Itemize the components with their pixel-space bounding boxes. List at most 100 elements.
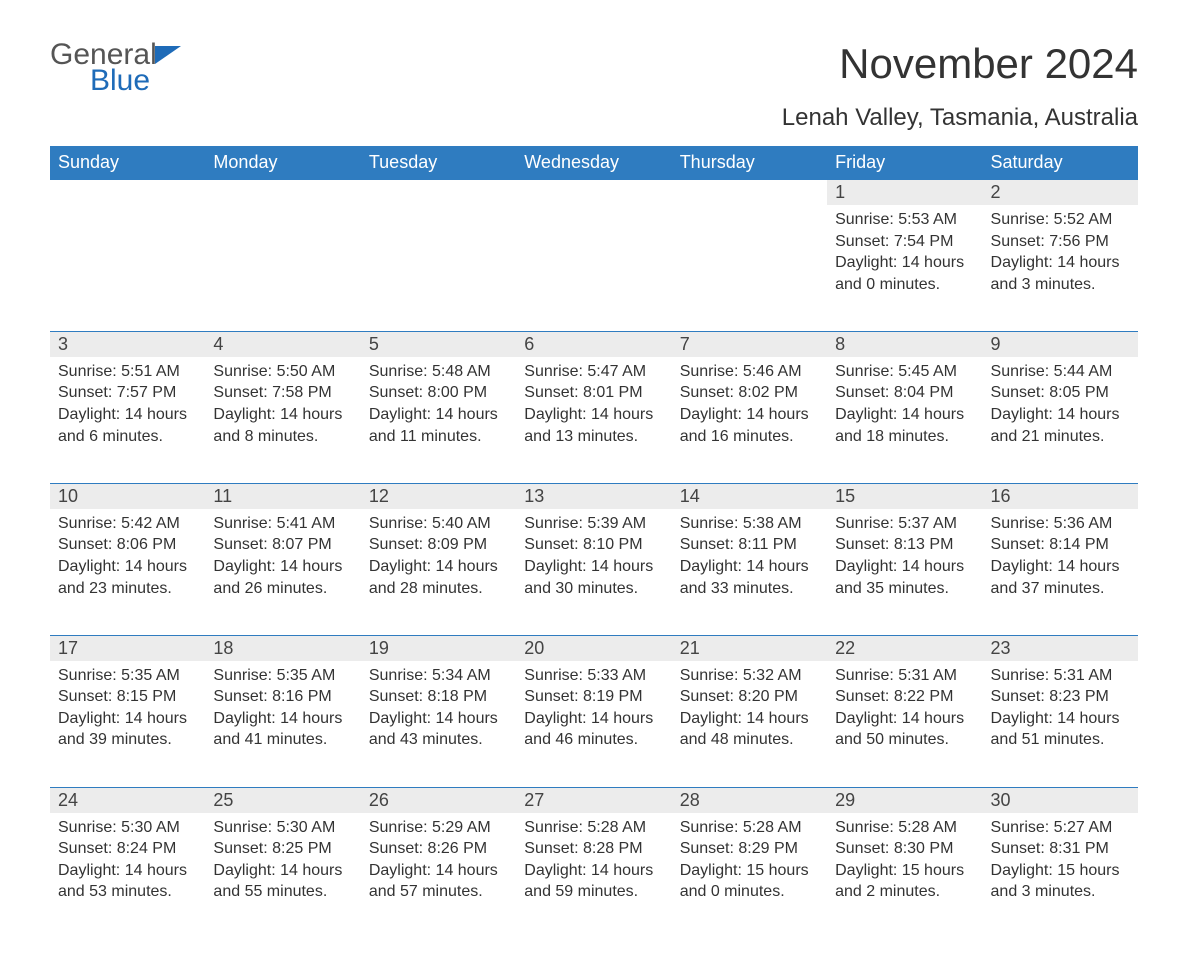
sunrise-text: Sunrise: 5:35 AM — [213, 665, 352, 687]
day-number: 1 — [827, 180, 982, 206]
day2-text: and 33 minutes. — [680, 578, 819, 600]
day-number: 14 — [672, 483, 827, 509]
logo-word-2: Blue — [90, 66, 181, 96]
sunset-text: Sunset: 8:19 PM — [524, 686, 663, 708]
day2-text: and 28 minutes. — [369, 578, 508, 600]
day2-text: and 13 minutes. — [524, 426, 663, 448]
weekday-header: Friday — [827, 146, 982, 180]
day1-text: Daylight: 15 hours — [835, 860, 974, 882]
sunrise-text: Sunrise: 5:28 AM — [524, 817, 663, 839]
day-cell: Sunrise: 5:40 AMSunset: 8:09 PMDaylight:… — [361, 509, 516, 617]
day1-text: Daylight: 14 hours — [369, 556, 508, 578]
sunset-text: Sunset: 8:20 PM — [680, 686, 819, 708]
day-cell: Sunrise: 5:31 AMSunset: 8:22 PMDaylight:… — [827, 661, 982, 769]
sunrise-text: Sunrise: 5:47 AM — [524, 361, 663, 383]
sunset-text: Sunset: 8:31 PM — [991, 838, 1130, 860]
spacer-row — [50, 465, 1138, 483]
sunrise-text: Sunrise: 5:40 AM — [369, 513, 508, 535]
day1-text: Daylight: 14 hours — [835, 404, 974, 426]
day1-text: Daylight: 14 hours — [835, 252, 974, 274]
day-number: 25 — [205, 787, 360, 813]
day-cell: Sunrise: 5:27 AMSunset: 8:31 PMDaylight:… — [983, 813, 1138, 921]
day-cell: Sunrise: 5:34 AMSunset: 8:18 PMDaylight:… — [361, 661, 516, 769]
sunset-text: Sunset: 8:24 PM — [58, 838, 197, 860]
daynum-row: 3456789 — [50, 331, 1138, 357]
day-number — [516, 180, 671, 206]
weekday-header: Monday — [205, 146, 360, 180]
day2-text: and 53 minutes. — [58, 881, 197, 903]
day-cell: Sunrise: 5:30 AMSunset: 8:24 PMDaylight:… — [50, 813, 205, 921]
weekday-header: Sunday — [50, 146, 205, 180]
day1-text: Daylight: 14 hours — [524, 556, 663, 578]
sunset-text: Sunset: 8:06 PM — [58, 534, 197, 556]
day-number: 28 — [672, 787, 827, 813]
day-cell: Sunrise: 5:45 AMSunset: 8:04 PMDaylight:… — [827, 357, 982, 465]
day-cell: Sunrise: 5:35 AMSunset: 8:16 PMDaylight:… — [205, 661, 360, 769]
sunset-text: Sunset: 8:00 PM — [369, 382, 508, 404]
day-number: 4 — [205, 331, 360, 357]
sunrise-text: Sunrise: 5:30 AM — [213, 817, 352, 839]
day-content-row: Sunrise: 5:35 AMSunset: 8:15 PMDaylight:… — [50, 661, 1138, 769]
day-cell: Sunrise: 5:35 AMSunset: 8:15 PMDaylight:… — [50, 661, 205, 769]
page-header: General Blue November 2024 — [50, 40, 1138, 96]
day1-text: Daylight: 14 hours — [369, 404, 508, 426]
sunrise-text: Sunrise: 5:35 AM — [58, 665, 197, 687]
day-cell: Sunrise: 5:53 AMSunset: 7:54 PMDaylight:… — [827, 205, 982, 313]
day2-text: and 51 minutes. — [991, 729, 1130, 751]
sunset-text: Sunset: 8:01 PM — [524, 382, 663, 404]
spacer-row — [50, 617, 1138, 635]
sunrise-text: Sunrise: 5:52 AM — [991, 209, 1130, 231]
day1-text: Daylight: 14 hours — [991, 404, 1130, 426]
day-number — [672, 180, 827, 206]
day2-text: and 3 minutes. — [991, 274, 1130, 296]
sunset-text: Sunset: 8:15 PM — [58, 686, 197, 708]
day2-text: and 59 minutes. — [524, 881, 663, 903]
daynum-row: 12 — [50, 180, 1138, 206]
day-number — [205, 180, 360, 206]
day1-text: Daylight: 14 hours — [58, 860, 197, 882]
sunrise-text: Sunrise: 5:51 AM — [58, 361, 197, 383]
sunset-text: Sunset: 7:57 PM — [58, 382, 197, 404]
weekday-header: Saturday — [983, 146, 1138, 180]
day2-text: and 16 minutes. — [680, 426, 819, 448]
day2-text: and 35 minutes. — [835, 578, 974, 600]
sunrise-text: Sunrise: 5:28 AM — [835, 817, 974, 839]
daynum-row: 24252627282930 — [50, 787, 1138, 813]
day2-text: and 0 minutes. — [680, 881, 819, 903]
sunset-text: Sunset: 8:07 PM — [213, 534, 352, 556]
sunset-text: Sunset: 8:29 PM — [680, 838, 819, 860]
day-number: 24 — [50, 787, 205, 813]
sunset-text: Sunset: 8:28 PM — [524, 838, 663, 860]
day1-text: Daylight: 14 hours — [58, 556, 197, 578]
day-cell: Sunrise: 5:36 AMSunset: 8:14 PMDaylight:… — [983, 509, 1138, 617]
day-number: 21 — [672, 635, 827, 661]
day-number: 30 — [983, 787, 1138, 813]
sunset-text: Sunset: 8:10 PM — [524, 534, 663, 556]
sunrise-text: Sunrise: 5:41 AM — [213, 513, 352, 535]
spacer-row — [50, 313, 1138, 331]
sunrise-text: Sunrise: 5:34 AM — [369, 665, 508, 687]
day-cell: Sunrise: 5:41 AMSunset: 8:07 PMDaylight:… — [205, 509, 360, 617]
sunset-text: Sunset: 8:26 PM — [369, 838, 508, 860]
sunset-text: Sunset: 8:02 PM — [680, 382, 819, 404]
day-content-row: Sunrise: 5:30 AMSunset: 8:24 PMDaylight:… — [50, 813, 1138, 921]
day1-text: Daylight: 14 hours — [213, 708, 352, 730]
day-number: 8 — [827, 331, 982, 357]
day-number: 19 — [361, 635, 516, 661]
day-cell: Sunrise: 5:51 AMSunset: 7:57 PMDaylight:… — [50, 357, 205, 465]
day2-text: and 37 minutes. — [991, 578, 1130, 600]
sunrise-text: Sunrise: 5:53 AM — [835, 209, 974, 231]
day2-text: and 48 minutes. — [680, 729, 819, 751]
day-number: 5 — [361, 331, 516, 357]
day2-text: and 41 minutes. — [213, 729, 352, 751]
day-number: 27 — [516, 787, 671, 813]
day2-text: and 6 minutes. — [58, 426, 197, 448]
sunrise-text: Sunrise: 5:30 AM — [58, 817, 197, 839]
calendar-table: Sunday Monday Tuesday Wednesday Thursday… — [50, 146, 1138, 921]
day-content-row: Sunrise: 5:53 AMSunset: 7:54 PMDaylight:… — [50, 205, 1138, 313]
sunrise-text: Sunrise: 5:28 AM — [680, 817, 819, 839]
logo: General Blue — [50, 40, 181, 96]
sunrise-text: Sunrise: 5:33 AM — [524, 665, 663, 687]
day-cell: Sunrise: 5:32 AMSunset: 8:20 PMDaylight:… — [672, 661, 827, 769]
sunset-text: Sunset: 7:56 PM — [991, 231, 1130, 253]
